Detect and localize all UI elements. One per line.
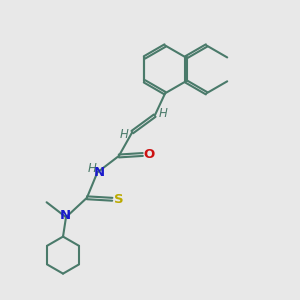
- Text: O: O: [143, 148, 154, 161]
- Text: N: N: [93, 167, 104, 179]
- Text: H: H: [88, 162, 96, 175]
- Text: H: H: [159, 107, 167, 120]
- Text: H: H: [119, 128, 128, 141]
- Text: N: N: [59, 208, 71, 222]
- Text: S: S: [114, 193, 124, 206]
